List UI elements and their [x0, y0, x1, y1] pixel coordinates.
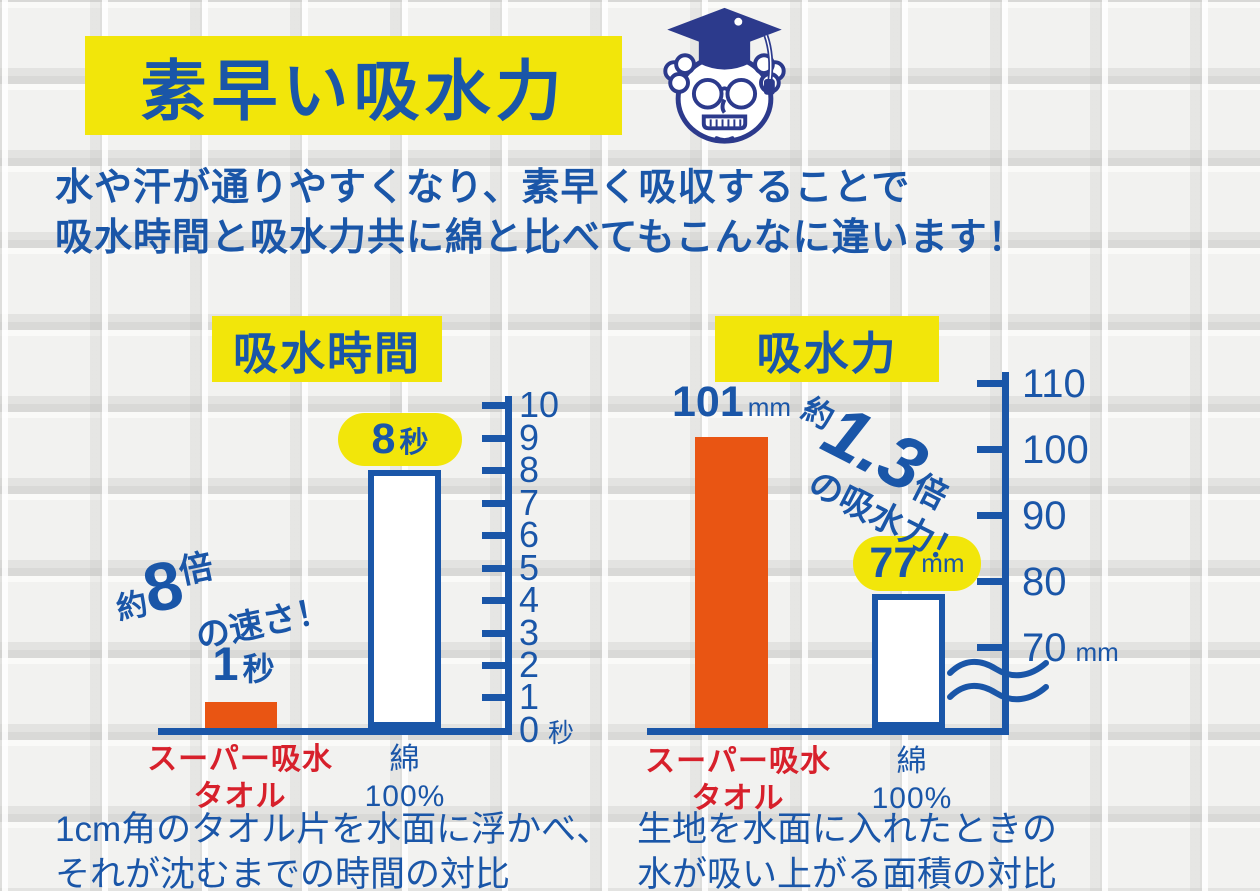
bar-cotton-power	[872, 594, 945, 728]
tick-mark	[482, 565, 506, 572]
professor-mascot-icon	[663, 7, 786, 144]
page-title: 素早い吸水力	[140, 53, 567, 128]
chart-power-title: 吸水力	[756, 327, 898, 379]
y-axis-unit: mm	[1075, 637, 1119, 667]
axis-break-squiggle-icon	[947, 659, 1049, 703]
y-tick-label: 10	[519, 384, 560, 425]
bar-super-towel-time	[205, 702, 277, 728]
y-axis-power	[1002, 372, 1009, 735]
category-label-cotton: 綿 100%	[871, 745, 953, 815]
subtitle-line-1: 水や汗が通りやすくなり、素早く吸収することで	[55, 167, 911, 209]
y-tick-label: 4	[519, 579, 540, 620]
y-tick-label: 90	[1022, 494, 1067, 538]
tick-mark	[482, 597, 506, 604]
note-power-method: 生地を水面に入れたときの 水が吸い上がる面積の対比	[637, 810, 1058, 891]
value-label-super-power: 101 mm	[672, 378, 792, 426]
category-label-super-towel: スーパー吸水 タオル	[645, 745, 831, 815]
y-tick-label: 5	[519, 547, 540, 588]
y-tick-label: 0 秒	[519, 709, 574, 754]
tick-mark	[977, 578, 1003, 585]
tick-mark	[482, 662, 506, 669]
note-time-method: 1cm角のタオル片を水面に浮かべ、 それが沈むまでの時間の対比	[55, 810, 612, 891]
tick-mark	[977, 644, 1003, 651]
tick-mark	[977, 380, 1003, 387]
category-label-cotton: 綿 100%	[364, 743, 446, 813]
tick-mark	[482, 435, 506, 442]
tick-mark	[482, 532, 506, 539]
y-tick-label: 110	[1022, 362, 1086, 406]
chart-power-title-banner: 吸水力	[715, 316, 939, 382]
y-tick-label: 80	[1022, 560, 1067, 604]
y-tick-label: 100	[1022, 428, 1089, 472]
bar-cotton-time	[368, 470, 441, 728]
tick-mark	[977, 446, 1003, 453]
tick-mark	[482, 402, 506, 409]
y-tick-label: 1	[519, 676, 540, 717]
tick-mark	[482, 500, 506, 507]
y-tick-label: 8	[519, 449, 540, 490]
annotation-8x-speed: 約8倍 の速さ！	[113, 545, 334, 657]
x-axis-power	[647, 728, 1009, 735]
subtitle: 水や汗が通りやすくなり、素早く吸収することで 吸水時間と吸水力共に綿と比べてもこ…	[55, 163, 1205, 263]
tick-mark	[482, 630, 506, 637]
tick-mark	[482, 467, 506, 474]
category-label-super-towel: スーパー吸水 タオル	[147, 743, 333, 813]
page-title-banner: 素早い吸水力	[85, 36, 622, 135]
y-axis-time	[505, 396, 512, 735]
value-badge-cotton-power: 77 mm	[853, 536, 981, 591]
subtitle-line-2: 吸水時間と吸水力共に綿と比べてもこんなに違います！	[55, 217, 1027, 259]
chart-time-title-banner: 吸水時間	[212, 316, 442, 382]
bar-super-towel-power	[695, 437, 768, 728]
tick-mark	[482, 694, 506, 701]
chart-time-title: 吸水時間	[232, 327, 421, 379]
y-axis-unit: 秒	[548, 718, 575, 748]
y-tick-label: 6	[519, 514, 540, 555]
tick-mark	[977, 512, 1003, 519]
y-tick-label: 2	[519, 644, 540, 685]
x-axis-time	[158, 728, 512, 735]
y-tick-label: 9	[519, 417, 540, 458]
y-tick-label: 7	[519, 482, 540, 523]
y-tick-label: 3	[519, 612, 540, 653]
